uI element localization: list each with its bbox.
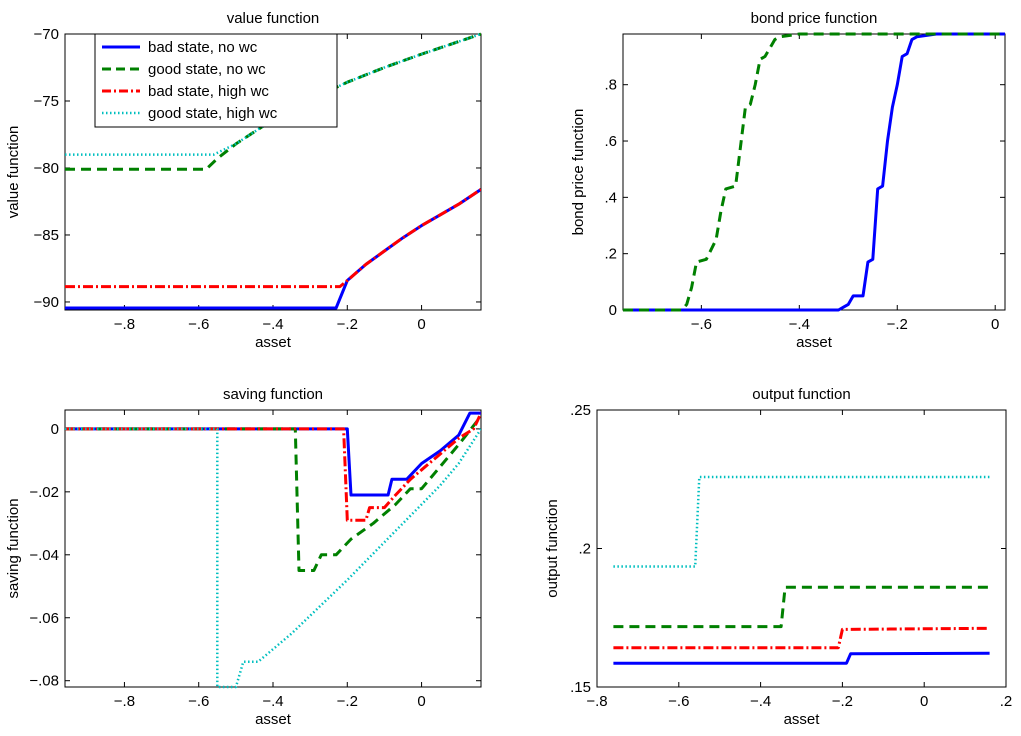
y-tick-label: .8 (604, 77, 617, 94)
x-tick-label: −.2 (337, 316, 358, 333)
x-tick-label: −.6 (188, 693, 209, 710)
bond-price-function-panel: −.6 −.4 −.2 0 0 .2 .4 .6 .8 bond price function as… (570, 10, 1006, 351)
chart-title: output function (752, 386, 850, 403)
y-tick-label: .6 (604, 133, 617, 150)
y-tick-label: −80 (34, 160, 59, 177)
plot-area (596, 409, 1007, 688)
x-tick-label: −.6 (691, 316, 712, 333)
series-line-bad-state-no-wc (65, 411, 481, 497)
y-tick-label: .4 (604, 189, 617, 206)
series-line-good-state-high-wc (65, 32, 481, 156)
saving-function-panel: −.8 −.6 −.4 −.2 0 −.08 −.06 −.04 −.02 0 saving fun… (5, 386, 482, 728)
x-tick-label: −.4 (750, 693, 771, 710)
plot-area (64, 409, 482, 688)
x-axis-label: asset (784, 711, 821, 728)
chart-title: value function (227, 10, 320, 27)
series-line-bad-state-high-wc (65, 188, 481, 289)
y-axis-label: saving function (5, 498, 22, 598)
legend-label-bad-no-wc: bad state, no wc (148, 39, 258, 56)
x-tick-label: 0 (920, 693, 928, 710)
y-tick-label: −.06 (29, 610, 59, 627)
plot-area (622, 33, 1006, 311)
series-line-bad-state-no-wc (623, 32, 1005, 312)
y-tick-label: .15 (570, 679, 591, 696)
y-axis-label: value function (5, 126, 22, 219)
series-line-bad-state-high-wc (65, 412, 481, 522)
y-tick-label: −75 (34, 93, 59, 110)
x-tick-label: 0 (417, 693, 425, 710)
y-tick-label: −90 (34, 294, 59, 311)
y-tick-label: −.02 (29, 484, 59, 501)
x-tick-label: −.8 (114, 316, 135, 333)
x-tick-label: −.2 (337, 693, 358, 710)
x-tick-label: −.4 (262, 693, 283, 710)
legend: bad state, no wc good state, no wc bad s… (94, 33, 338, 128)
x-tick-label: −.8 (586, 693, 607, 710)
y-tick-label: 0 (609, 302, 617, 319)
chart-title: saving function (223, 386, 323, 403)
y-tick-label: −85 (34, 227, 59, 244)
x-tick-label: 0 (991, 316, 999, 333)
x-tick-label: −.6 (188, 316, 209, 333)
y-axis-label: output function (544, 499, 561, 597)
legend-label-good-high-wc: good state, high wc (148, 105, 278, 122)
series-line-good-state-high-wc (613, 475, 990, 568)
x-tick-label: −.4 (789, 316, 810, 333)
y-tick-label: 0 (51, 421, 59, 438)
x-tick-label: −.2 (832, 693, 853, 710)
series-line-good-state-no-wc (613, 585, 990, 629)
legend-label-bad-high-wc: bad state, high wc (148, 83, 269, 100)
x-tick-label: −.4 (262, 316, 283, 333)
series-line-bad-state-high-wc (613, 626, 990, 650)
chart-title: bond price function (751, 10, 878, 27)
x-axis-label: asset (255, 334, 292, 351)
y-tick-label: −.08 (29, 673, 59, 690)
y-tick-label: .25 (570, 402, 591, 419)
legend-label-good-no-wc: good state, no wc (148, 61, 266, 78)
y-tick-label: −70 (34, 26, 59, 43)
x-tick-label: .2 (1000, 693, 1013, 710)
x-tick-label: −.2 (887, 316, 908, 333)
output-function-panel: −.8 −.6 −.4 −.2 0 .2 .15 .2 .25 output function as… (544, 386, 1012, 728)
y-tick-label: .2 (604, 246, 617, 263)
x-tick-label: −.8 (114, 693, 135, 710)
y-tick-label: −.04 (29, 547, 59, 564)
x-axis-label: asset (255, 711, 292, 728)
series-line-good-state-no-wc (65, 415, 481, 572)
x-tick-label: −.6 (668, 693, 689, 710)
series-line-bad-state-no-wc (613, 651, 990, 665)
x-tick-label: 0 (417, 316, 425, 333)
series-line-good-state-no-wc (623, 32, 1005, 312)
y-tick-label: .2 (578, 541, 591, 558)
y-axis-label: bond price function (570, 109, 587, 236)
x-axis-label: asset (796, 334, 833, 351)
